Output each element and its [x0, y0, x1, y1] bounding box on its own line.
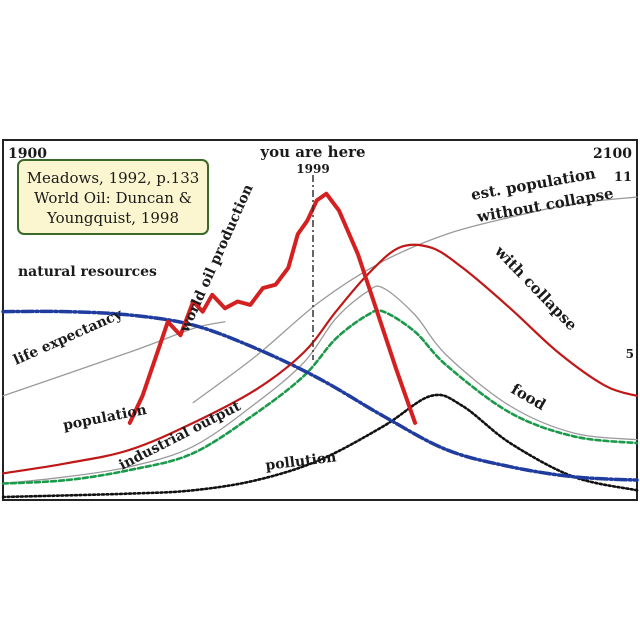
curves-layer: [1, 191, 639, 499]
right-value-bottom: 5: [626, 347, 634, 361]
you-are-here-label: you are here: [259, 143, 365, 161]
source-line-3: Youngquist, 1998: [46, 209, 179, 227]
natural-resources-label: natural resources: [18, 264, 157, 280]
source-line-1: Meadows, 1992, p.133: [27, 169, 200, 187]
natural-resources-curve: [1, 309, 639, 482]
pollution-curve: [1, 393, 639, 499]
industrial-output-curve: [2, 285, 638, 485]
source-line-2: World Oil: Duncan &: [34, 189, 192, 207]
world-oil-production-curve: [127, 191, 418, 425]
food-curve: [1, 308, 639, 485]
year-end-label: 2100: [593, 146, 632, 162]
source-box: Meadows, 1992, p.133 World Oil: Duncan &…: [17, 159, 209, 235]
right-value-top: 11: [614, 170, 632, 185]
life-expectancy-curve: [2, 321, 226, 397]
you-are-here-year: 1999: [296, 162, 329, 176]
year-start-label: 1900: [8, 146, 47, 162]
